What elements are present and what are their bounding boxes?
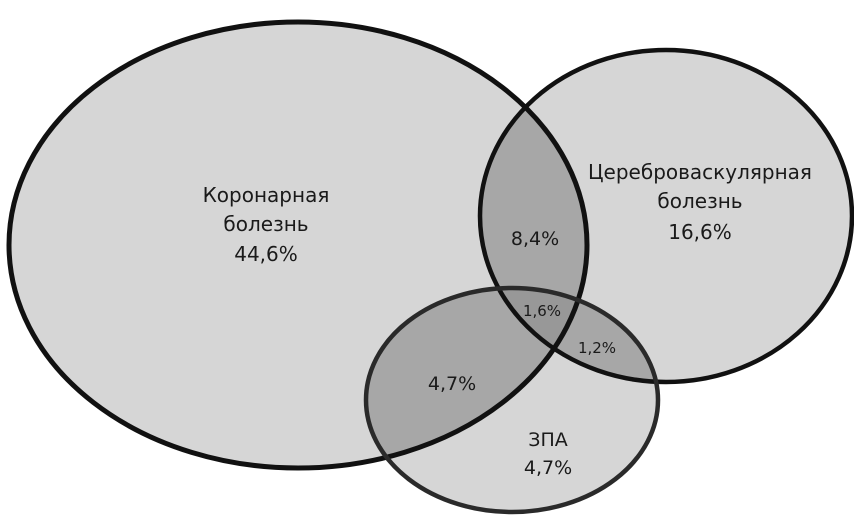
cerebro-zpa-value: 1,2% (578, 339, 616, 357)
coronary-zpa-value: 4,7% (428, 373, 476, 395)
coronary-name-line1: Коронарная (203, 183, 330, 207)
coronary-name-line2: болезнь (223, 212, 308, 236)
cerebro-name-line1: Цереброваскулярная (588, 160, 812, 184)
zpa-name: ЗПА (528, 429, 567, 451)
coronary-circle-outline (6, 19, 590, 471)
zpa-value: 4,7% (524, 457, 572, 479)
triple-overlap-value: 1,6% (523, 302, 561, 320)
cerebro-circle-outline (477, 47, 854, 385)
cerebro-zpa-overlap (480, 288, 658, 382)
coronary-value: 44,6% (234, 242, 298, 266)
cerebro-value: 16,6% (668, 220, 732, 244)
cerebro-name-line2: болезнь (657, 189, 742, 213)
coronary-cerebro-value: 8,4% (511, 228, 559, 250)
zpa-circle-outline (363, 285, 661, 515)
